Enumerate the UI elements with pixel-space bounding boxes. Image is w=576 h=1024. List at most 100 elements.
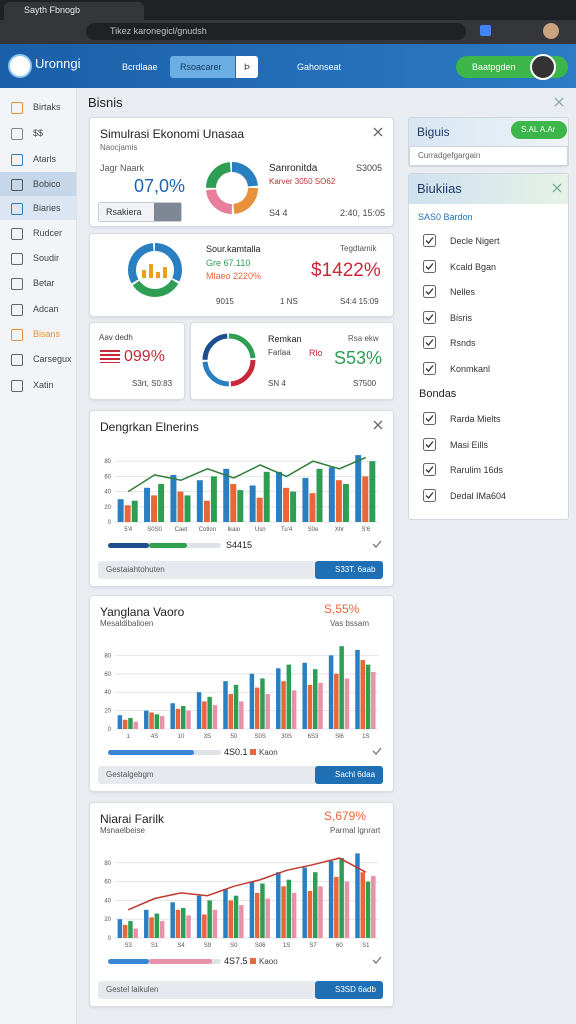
bar	[265, 898, 270, 938]
checkbox[interactable]	[423, 362, 436, 375]
sidebar-item[interactable]: Birtaks	[33, 102, 61, 112]
checkbox-label[interactable]: Dedal IMa604	[450, 490, 507, 501]
stat-card: Sour.kamtalla Tegdtamik Gre 67.110 Mlaeo 22…	[89, 233, 394, 317]
bar	[223, 681, 228, 729]
checkbox-label[interactable]: Decle Nigert	[450, 236, 500, 246]
nav-item[interactable]: Rsoacarer	[180, 62, 222, 72]
sidebar-icon	[11, 354, 23, 366]
side-value: S3005	[356, 163, 383, 173]
footer-button-label[interactable]: S33T. 6aab	[335, 565, 376, 574]
close-icon[interactable]	[373, 127, 383, 137]
footer-button[interactable]: S3SD 6adb	[315, 981, 383, 999]
close-icon[interactable]	[373, 420, 383, 430]
x-tick-label: 1S	[362, 734, 369, 740]
sidebar-item[interactable]: Bobico	[33, 179, 61, 189]
foot: SN 4	[268, 379, 286, 388]
footer-button[interactable]: Sachl 6daa	[315, 766, 383, 784]
sidebar-item[interactable]: Soudir	[33, 253, 60, 263]
sidebar-item[interactable]: Xatin	[33, 380, 54, 390]
close-icon-path	[552, 183, 562, 193]
checkbox[interactable]	[423, 488, 436, 502]
url[interactable]: Tikez karonegicl/gnudsh	[110, 26, 207, 36]
bar	[355, 649, 360, 729]
sidebar-item[interactable]: Betar	[33, 278, 55, 288]
nav-item[interactable]: Þ	[244, 62, 251, 72]
checkbox[interactable]	[423, 463, 436, 477]
select-value[interactable]: Rsakiera	[106, 207, 142, 217]
check-path	[372, 956, 382, 964]
input[interactable]: Curradgefgargain	[409, 146, 568, 166]
bar	[313, 872, 318, 938]
checkbox[interactable]	[423, 234, 436, 247]
nav-item[interactable]: Gahonseat	[297, 62, 342, 72]
bar	[149, 712, 154, 729]
checkbox-box	[423, 336, 436, 350]
checkbox[interactable]	[423, 412, 436, 425]
checkbox[interactable]	[423, 259, 436, 273]
sidebar-item[interactable]: $$	[33, 128, 44, 138]
input-value[interactable]: Curradgefgargain	[418, 151, 481, 160]
checkbox[interactable]	[423, 437, 436, 451]
bar	[316, 468, 323, 522]
bar	[276, 471, 283, 522]
checkbox-label[interactable]: Konmkanl	[450, 364, 491, 374]
check-icon	[372, 540, 382, 548]
sidebar-item[interactable]: Carsegux	[33, 354, 72, 364]
sidebar-item[interactable]: Adcan	[33, 304, 59, 314]
foot: S4 4	[269, 208, 288, 218]
checkbox[interactable]	[423, 310, 436, 324]
donut-icon	[128, 243, 182, 297]
chart-subtitle: Msnaelbeise	[100, 826, 145, 835]
bar	[249, 485, 256, 522]
sidebar-item[interactable]: Bisans	[33, 329, 61, 339]
check-icon	[372, 747, 382, 755]
tab-bar	[0, 0, 576, 20]
bar	[371, 671, 376, 729]
bar	[223, 468, 230, 522]
bar	[207, 900, 212, 938]
bar	[313, 669, 318, 729]
checkbox-label[interactable]: Kcald Bgan	[450, 261, 497, 272]
bar	[254, 687, 260, 729]
sidebar-item[interactable]: Biaries	[33, 203, 61, 213]
checkbox[interactable]	[423, 285, 436, 299]
mid-value: S53%	[334, 348, 383, 368]
x-tick-label: S1	[151, 943, 159, 949]
checkbox-label[interactable]: Rarda Mielts	[450, 414, 501, 424]
checkbox-label[interactable]: Rarulim 16ds	[450, 465, 504, 476]
foot: S4:4 15:09	[340, 297, 379, 306]
footer-button[interactable]: S33T. 6aab	[315, 561, 383, 579]
legend-label: Kaoo	[259, 957, 278, 966]
sidebar-icon	[11, 304, 23, 316]
close-icon[interactable]	[554, 97, 564, 107]
bar	[159, 921, 165, 938]
x-tick-label: 50	[230, 734, 237, 740]
sidebar-item[interactable]: Rudcer	[33, 228, 63, 238]
foot: S7500	[353, 379, 377, 388]
footer-button-label[interactable]: S3SD 6adb	[335, 985, 376, 994]
bar-icon-bar	[142, 270, 146, 278]
sidebar-icon	[11, 253, 23, 265]
foot: 2:40, 15:05	[340, 208, 386, 218]
bar	[149, 917, 154, 938]
user-button-label[interactable]: Baatpgden	[472, 62, 516, 72]
legend-swatch	[250, 749, 256, 755]
card-label: Farlaa	[268, 348, 291, 357]
sidebar-item[interactable]: Atarls	[33, 154, 57, 164]
footer-button-label[interactable]: Sachl 6daa	[335, 770, 376, 779]
checkbox-label[interactable]: Rsnds	[450, 338, 476, 349]
select[interactable]: Rsakiera	[98, 202, 182, 222]
checkbox-label[interactable]: Masi Eills	[450, 439, 489, 450]
sidebar-icon	[11, 203, 23, 215]
check-path	[372, 747, 382, 755]
checkbox-box	[423, 362, 436, 375]
legend-label: Kaon	[259, 748, 278, 757]
close-icon[interactable]	[552, 183, 562, 193]
checkbox-label[interactable]: Nelles	[450, 287, 476, 298]
nav-item[interactable]: Bcrdlaae	[122, 62, 158, 72]
chart: 0 20 40 60 80 1 4S 10 3S 50 S0S 30S 6S3 Sl6 1S	[104, 646, 379, 740]
chart-card: Yanglana Vaoro S,55% Mesaldibalioen Vas bss…	[89, 595, 394, 792]
y-tick-label: 20	[104, 709, 111, 715]
checkbox[interactable]	[423, 336, 436, 350]
checkbox-label[interactable]: Bisris	[450, 312, 472, 323]
